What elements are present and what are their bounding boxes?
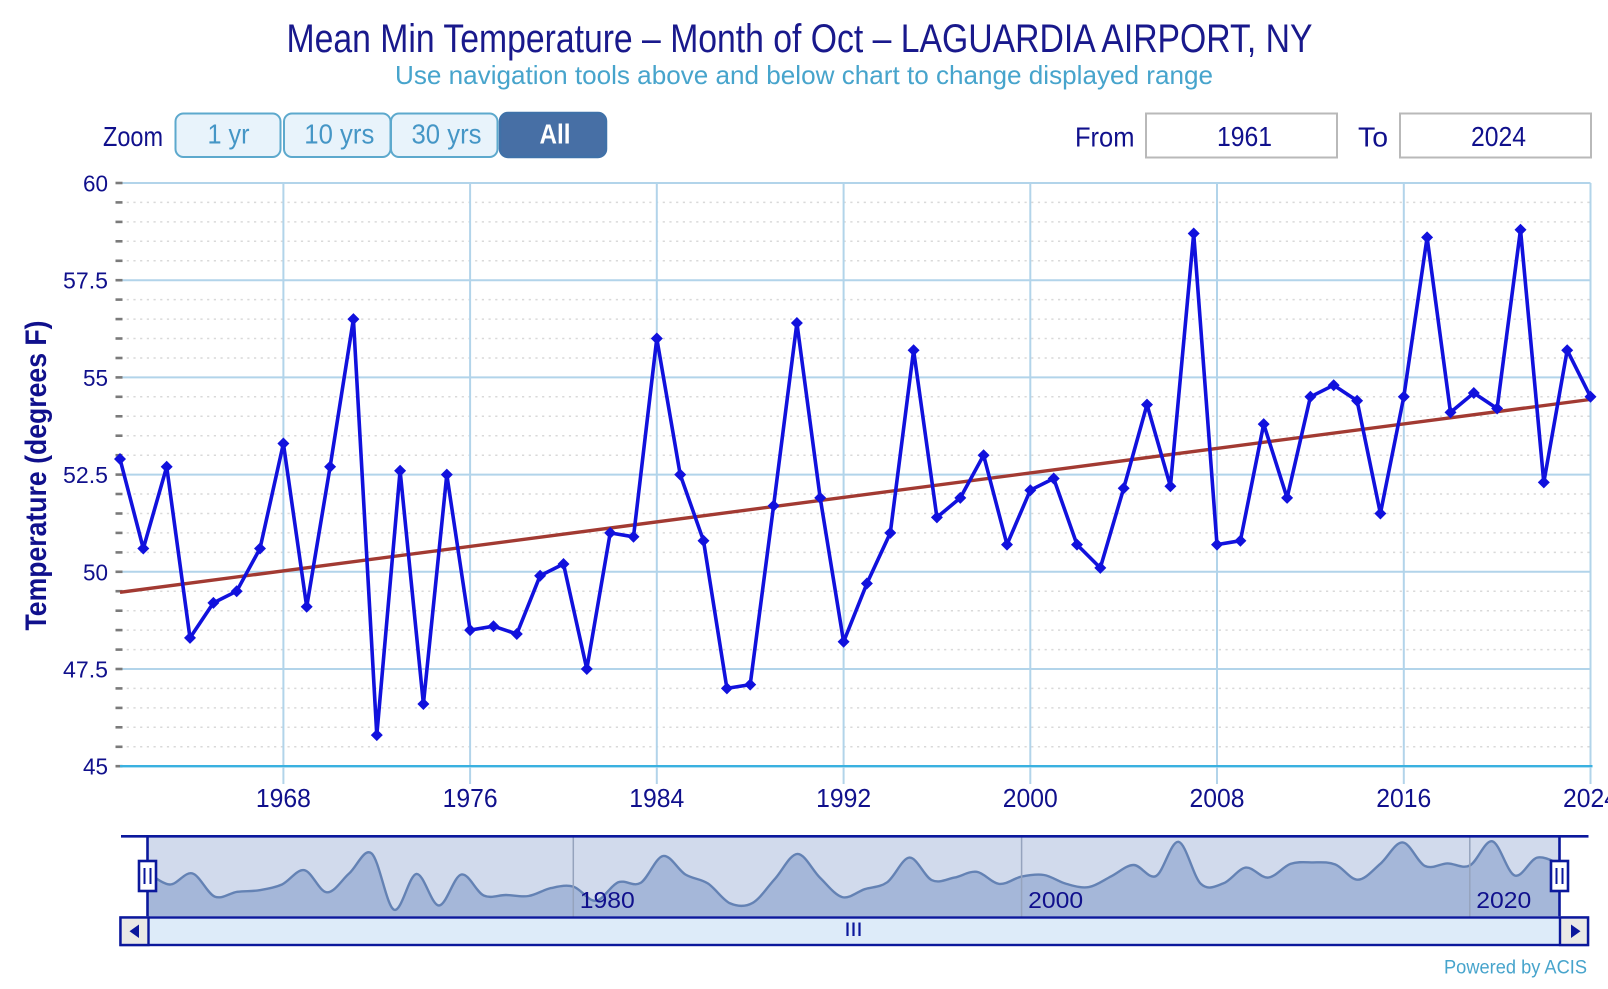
svg-text:Zoom: Zoom <box>103 121 163 152</box>
svg-text:1984: 1984 <box>629 783 684 813</box>
svg-text:10 yrs: 10 yrs <box>304 119 374 150</box>
svg-text:60: 60 <box>83 171 108 197</box>
svg-text:55: 55 <box>83 365 108 391</box>
svg-text:52.5: 52.5 <box>63 462 108 488</box>
svg-text:1961: 1961 <box>1217 121 1272 152</box>
svg-text:50: 50 <box>83 559 108 585</box>
svg-text:1 yr: 1 yr <box>208 119 250 150</box>
svg-text:Temperature (degrees F): Temperature (degrees F) <box>20 321 53 631</box>
svg-text:1968: 1968 <box>256 783 311 813</box>
svg-text:2024: 2024 <box>1471 121 1526 152</box>
svg-text:1992: 1992 <box>816 783 871 813</box>
svg-text:Use navigation tools above and: Use navigation tools above and below cha… <box>395 60 1213 90</box>
svg-text:30 yrs: 30 yrs <box>412 119 482 150</box>
svg-text:2000: 2000 <box>1028 887 1083 913</box>
svg-text:From: From <box>1075 122 1135 153</box>
svg-text:1980: 1980 <box>580 887 635 913</box>
svg-text:45: 45 <box>83 754 108 780</box>
svg-text:2024: 2024 <box>1563 783 1608 813</box>
svg-text:To: To <box>1358 122 1388 153</box>
svg-text:2008: 2008 <box>1190 783 1245 813</box>
svg-text:47.5: 47.5 <box>63 657 108 683</box>
svg-text:All: All <box>540 119 571 150</box>
svg-text:1976: 1976 <box>443 783 498 813</box>
svg-text:2016: 2016 <box>1376 783 1431 813</box>
svg-text:Mean Min Temperature – Month o: Mean Min Temperature – Month of Oct – LA… <box>287 17 1313 61</box>
svg-text:Powered by ACIS: Powered by ACIS <box>1444 958 1587 979</box>
svg-text:57.5: 57.5 <box>63 268 108 294</box>
svg-text:2020: 2020 <box>1476 887 1531 913</box>
svg-text:2000: 2000 <box>1003 783 1058 813</box>
